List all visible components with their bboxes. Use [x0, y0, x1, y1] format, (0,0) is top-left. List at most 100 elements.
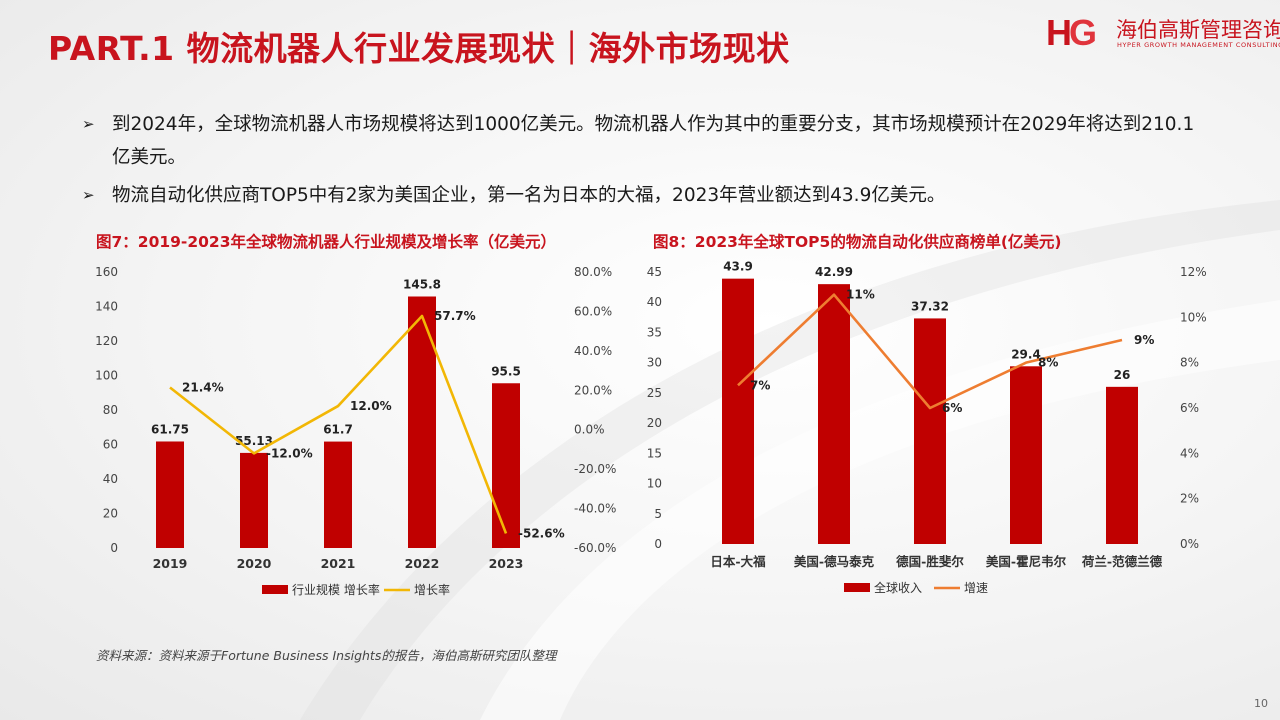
bullet-item: ➢ 到2024年，全球物流机器人市场规模将达到1000亿美元。物流机器人作为其中…	[82, 108, 1212, 174]
legend-bar-swatch	[844, 583, 870, 592]
line-data-label: 7%	[750, 378, 770, 392]
line-data-label: 6%	[942, 401, 962, 415]
y-left-tick-label: 20	[647, 416, 662, 430]
y-left-tick-label: 100	[95, 369, 118, 383]
y-right-tick-label: 8%	[1180, 356, 1199, 370]
y-left-tick-label: 35	[647, 325, 662, 339]
chart-title-right: 图8：2023年全球TOP5的物流自动化供应商榜单(亿美元)	[653, 233, 1062, 251]
legend-bar-label: 全球收入	[874, 580, 922, 595]
line-data-label: 9%	[1134, 333, 1154, 347]
bullet-text: 物流自动化供应商TOP5中有2家为美国企业，第一名为日本的大福，2023年营业额…	[112, 185, 946, 206]
y-right-tick-label: -40.0%	[574, 502, 616, 516]
top5-suppliers-chart: 45 40 35 30 25 20 15 10 5 0 12% 10% 8% 6% 4% 2% 0% 43.9 日本…	[647, 260, 1207, 595]
y-right-tick-label: 10%	[1180, 310, 1207, 324]
y-left-tick-label: 0	[110, 541, 118, 555]
line-data-label: -12.0%	[266, 446, 313, 460]
line-data-label: 11%	[846, 288, 875, 302]
x-category-label: 2023	[489, 556, 524, 571]
y-left-tick-label: 25	[647, 386, 662, 400]
y-left-tick-label: 45	[647, 265, 662, 279]
bar-data-label: 61.7	[323, 423, 353, 437]
market-size-chart: 160 140 120 100 80 60 40 20 0 80.0% 60.0% 40.0% 20.0…	[95, 265, 616, 597]
y-right-tick-label: 0.0%	[574, 423, 605, 437]
y-left-tick-label: 5	[654, 507, 662, 521]
y-right-tick-label: -60.0%	[574, 541, 616, 555]
y-right-tick-label: 0%	[1180, 537, 1199, 551]
y-right-tick-label: 12%	[1180, 265, 1207, 279]
x-category-label: 德国-胜斐尔	[896, 554, 964, 569]
line-data-label: -52.6%	[518, 526, 565, 540]
y-right-tick-label: 80.0%	[574, 265, 612, 279]
page-number: 10	[1254, 697, 1268, 710]
y-left-tick-label: 120	[95, 334, 118, 348]
y-right-tick-label: 20.0%	[574, 383, 612, 397]
x-category-label: 2021	[321, 556, 356, 571]
bar-data-label: 26	[1114, 368, 1131, 382]
logo-english-name: HYPER GROWTH MANAGEMENT CONSULTING	[1117, 41, 1280, 49]
arrow-bullet-icon: ➢	[82, 186, 95, 204]
legend-bar-label: 行业规模 增长率	[292, 582, 380, 597]
bullet-list: ➢ 到2024年，全球物流机器人市场规模将达到1000亿美元。物流机器人作为其中…	[82, 108, 1212, 212]
legend-bar-swatch	[262, 585, 288, 594]
line-data-label: 12.0%	[350, 399, 392, 413]
y-left-tick-label: 80	[103, 403, 118, 417]
y-left-tick-label: 0	[654, 537, 662, 551]
y-left-tick-label: 20	[103, 507, 118, 521]
bar-data-label: 145.8	[403, 277, 441, 291]
line-data-label: 8%	[1038, 356, 1058, 370]
bar	[156, 441, 184, 548]
y-right-tick-label: 40.0%	[574, 344, 612, 358]
bar	[492, 383, 520, 548]
x-category-label: 日本-大福	[710, 554, 766, 569]
bar-data-label: 42.99	[815, 265, 853, 279]
bar	[408, 296, 436, 548]
legend-line-label: 增长率	[414, 582, 450, 597]
y-left-tick-label: 15	[647, 446, 662, 460]
bar-data-label: 29.4	[1011, 347, 1041, 361]
legend-line-label: 增速	[964, 581, 988, 595]
y-right-tick-label: 6%	[1180, 401, 1199, 415]
logo-mark: HG	[1046, 12, 1097, 53]
bar	[240, 452, 268, 548]
y-right-tick-label: 4%	[1180, 446, 1199, 460]
y-right-tick-label: 60.0%	[574, 304, 612, 318]
source-note: 资料来源：资料来源于Fortune Business Insights的报告，海…	[96, 648, 557, 663]
bullet-text: 到2024年，全球物流机器人市场规模将达到1000亿美元。物流机器人作为其中的重…	[112, 114, 1195, 168]
line-data-label: 21.4%	[182, 381, 224, 395]
bar	[722, 278, 754, 544]
bar-data-label: 37.32	[911, 299, 949, 313]
bar	[324, 441, 352, 548]
bar	[818, 284, 850, 544]
y-left-tick-label: 30	[647, 356, 662, 370]
x-category-label: 2022	[405, 556, 440, 571]
company-logo: HG 海伯高斯管理咨询 HYPER GROWTH MANAGEMENT CONS…	[1046, 12, 1280, 53]
y-left-tick-label: 40	[647, 295, 662, 309]
bar	[1010, 366, 1042, 544]
y-left-tick-label: 40	[103, 472, 118, 486]
growth-line	[737, 293, 1123, 410]
bar-data-label: 61.75	[151, 422, 189, 436]
x-category-label: 美国-霍尼韦尔	[986, 554, 1067, 569]
bar	[914, 318, 946, 544]
bar-data-label: 95.5	[491, 364, 521, 378]
y-left-tick-label: 140	[95, 300, 118, 314]
bar-data-label: 43.9	[723, 260, 753, 274]
arrow-bullet-icon: ➢	[82, 115, 95, 133]
y-left-tick-label: 10	[647, 477, 662, 491]
x-category-label: 2019	[153, 556, 188, 571]
logo-chinese-name: 海伯高斯管理咨询	[1116, 18, 1280, 42]
x-category-label: 2020	[237, 556, 272, 571]
bar	[1106, 386, 1138, 544]
chart-title-left: 图7：2019-2023年全球物流机器人行业规模及增长率（亿美元）	[96, 233, 556, 251]
y-left-tick-label: 60	[103, 438, 118, 452]
y-right-tick-label: 2%	[1180, 492, 1199, 506]
bullet-item: ➢ 物流自动化供应商TOP5中有2家为美国企业，第一名为日本的大福，2023年营…	[82, 179, 1212, 212]
line-data-label: 57.7%	[434, 309, 476, 323]
growth-line	[169, 314, 508, 534]
y-left-tick-label: 160	[95, 265, 118, 279]
y-right-tick-label: -20.0%	[574, 462, 616, 476]
page-title: PART.1 物流机器人行业发展现状｜海外市场现状	[48, 29, 790, 68]
x-category-label: 荷兰-范德兰德	[1081, 554, 1163, 569]
x-category-label: 美国-德马泰克	[794, 554, 875, 569]
